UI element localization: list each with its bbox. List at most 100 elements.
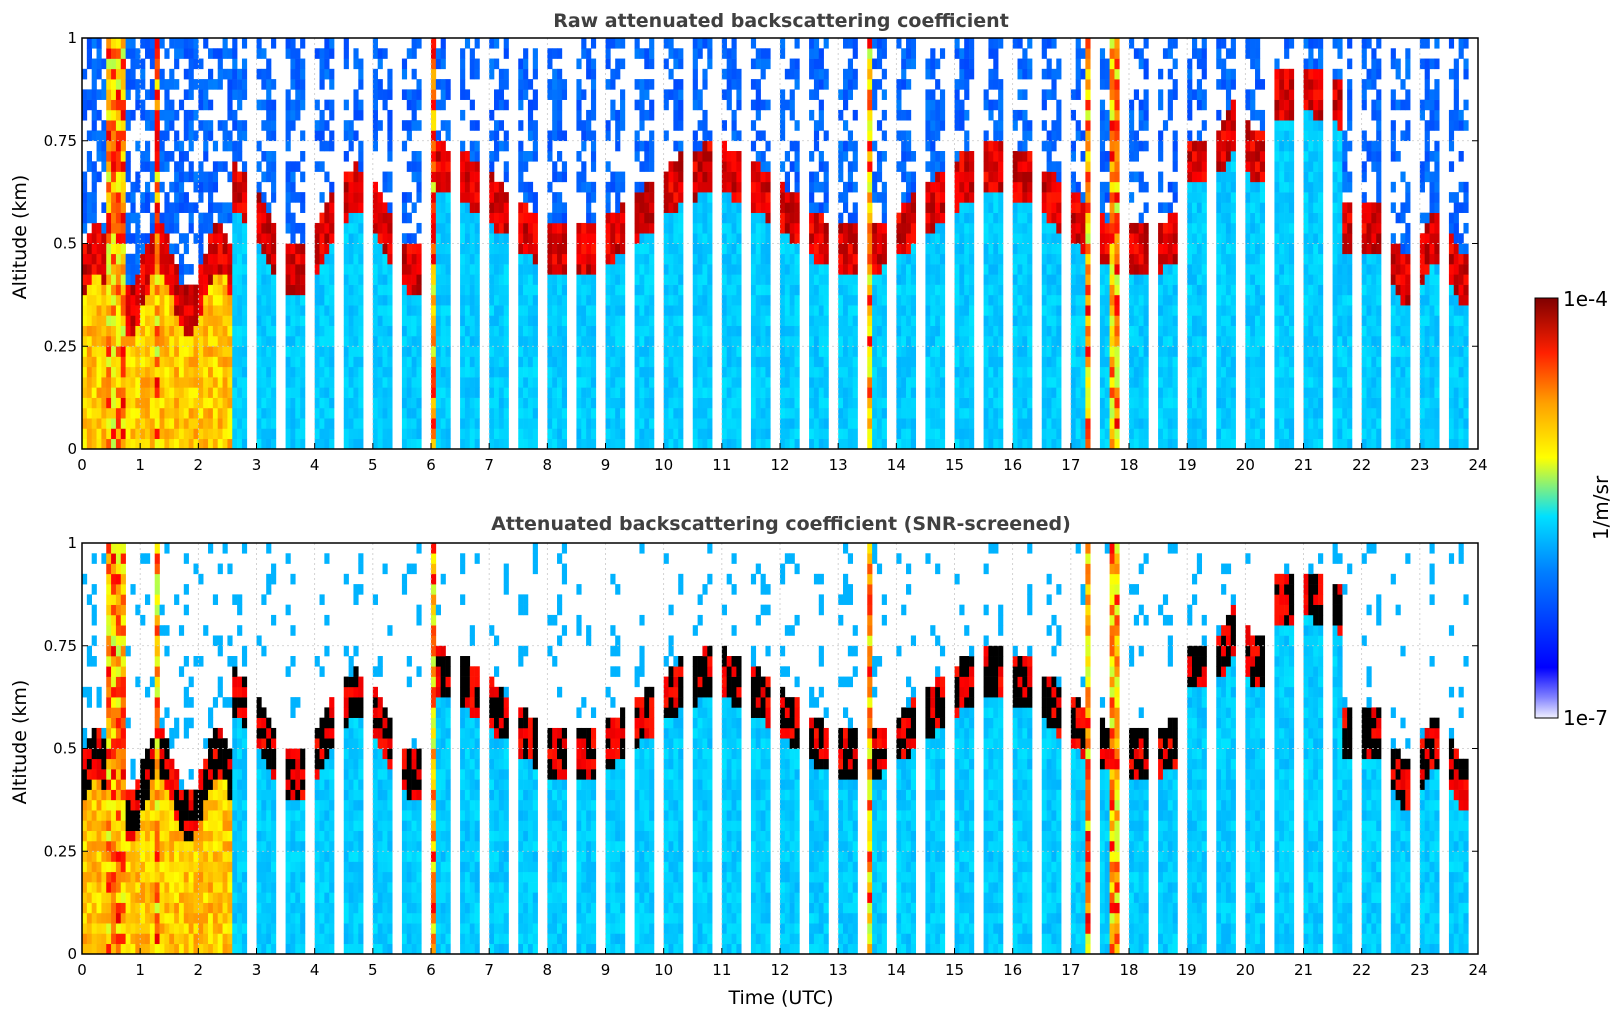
heatmap-cell	[823, 192, 829, 203]
heatmap-cell	[101, 284, 107, 296]
heatmap-cell	[838, 243, 844, 255]
heatmap-cell	[750, 233, 757, 244]
heatmap-cell	[178, 418, 185, 429]
heatmap-cell	[203, 438, 209, 450]
heatmap-cell	[232, 181, 238, 193]
heatmap-cell	[135, 315, 141, 326]
heatmap-cell	[518, 171, 524, 183]
heatmap-cell	[469, 356, 475, 368]
heatmap-cell	[86, 253, 92, 265]
heatmap-cell	[750, 366, 757, 378]
heatmap-cell	[256, 397, 262, 409]
heatmap-cell	[169, 202, 175, 213]
heatmap-cell	[1085, 438, 1091, 450]
heatmap-cell	[91, 181, 97, 193]
heatmap-cell	[852, 181, 858, 193]
heatmap-cell	[1080, 438, 1086, 450]
heatmap-cell	[901, 428, 907, 440]
heatmap-cell	[406, 325, 412, 337]
heatmap-cell	[377, 346, 383, 357]
heatmap-cell	[324, 274, 330, 285]
heatmap-cell	[823, 171, 829, 183]
heatmap-cell	[193, 346, 199, 357]
heatmap-cell	[939, 233, 946, 244]
heatmap-cell	[818, 222, 824, 234]
heatmap-cell	[852, 109, 858, 121]
heatmap-cell	[532, 48, 538, 59]
heatmap-cell	[145, 181, 151, 193]
heatmap-cell	[261, 171, 267, 183]
heatmap-cell	[750, 346, 757, 357]
heatmap-cell	[780, 407, 786, 419]
heatmap-cell	[581, 305, 587, 316]
heatmap-cell	[130, 192, 136, 203]
heatmap-cell	[86, 89, 92, 100]
heatmap-cell	[523, 284, 529, 296]
heatmap-cell	[1017, 418, 1023, 429]
heatmap-cell	[823, 222, 829, 234]
heatmap-cell	[1070, 274, 1076, 285]
heatmap-cell	[784, 222, 790, 234]
heatmap-cell	[988, 325, 994, 337]
heatmap-cell	[353, 284, 359, 296]
heatmap-cell	[188, 68, 194, 80]
heatmap-cell	[232, 356, 238, 368]
heatmap-cell	[237, 233, 243, 244]
heatmap-cell	[639, 99, 645, 111]
heatmap-cell	[780, 264, 786, 275]
heatmap-cell	[82, 315, 88, 326]
heatmap-cell	[755, 233, 761, 244]
heatmap-cell	[678, 387, 684, 398]
heatmap-cell	[649, 438, 655, 450]
heatmap-cell	[217, 212, 223, 224]
heatmap-cell	[1046, 161, 1052, 172]
heatmap-cell	[969, 335, 975, 347]
heatmap-cell	[726, 335, 732, 347]
heatmap-cell	[872, 89, 878, 100]
heatmap-cell	[358, 233, 364, 244]
heatmap-cell	[552, 438, 558, 450]
heatmap-cell	[561, 397, 568, 409]
heatmap-cell	[435, 140, 441, 152]
heatmap-cell	[372, 325, 378, 337]
heatmap-cell	[1075, 356, 1081, 368]
heatmap-cell	[285, 366, 291, 378]
heatmap-cell	[401, 397, 408, 409]
heatmap-cell	[295, 89, 301, 100]
heatmap-cell	[896, 377, 902, 388]
heatmap-cell	[1041, 253, 1047, 265]
heatmap-cell	[125, 305, 131, 316]
heatmap-cell	[120, 418, 126, 429]
heatmap-cell	[169, 418, 175, 429]
heatmap-cell	[634, 212, 640, 224]
heatmap-cell	[649, 305, 655, 316]
heatmap-cell	[416, 325, 422, 337]
heatmap-cell	[145, 89, 151, 100]
heatmap-cell	[988, 109, 994, 121]
heatmap-cell	[1046, 233, 1052, 244]
heatmap-cell	[401, 192, 408, 203]
heatmap-cell	[518, 284, 524, 296]
heatmap-cell	[91, 130, 97, 142]
heatmap-cell	[1046, 274, 1052, 285]
heatmap-cell	[115, 48, 122, 59]
heatmap-cell	[1022, 438, 1028, 450]
heatmap-cell	[1046, 243, 1052, 255]
heatmap-cell	[789, 366, 795, 378]
heatmap-cell	[639, 120, 645, 131]
heatmap-cell	[780, 387, 786, 398]
heatmap-cell	[702, 438, 708, 450]
heatmap-cell	[445, 284, 451, 296]
heatmap-cell	[876, 264, 883, 275]
heatmap-cell	[96, 294, 102, 306]
heatmap-cell	[178, 264, 185, 275]
heatmap-cell	[377, 243, 383, 255]
heatmap-cell	[212, 294, 219, 306]
heatmap-cell	[750, 140, 757, 152]
heatmap-cell	[605, 377, 611, 388]
heatmap-cell	[998, 181, 1004, 193]
heatmap-cell	[876, 48, 883, 59]
heatmap-cell	[736, 233, 742, 244]
heatmap-cell	[1051, 315, 1057, 326]
heatmap-cell	[760, 294, 766, 306]
